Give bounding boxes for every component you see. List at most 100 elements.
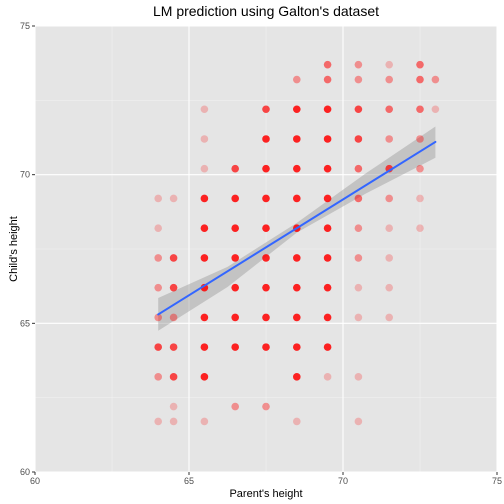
data-point bbox=[293, 105, 301, 114]
data-point bbox=[416, 105, 424, 114]
data-point bbox=[293, 417, 301, 426]
data-point bbox=[323, 164, 332, 173]
data-point bbox=[200, 194, 209, 203]
data-point bbox=[200, 254, 209, 262]
data-point bbox=[354, 164, 363, 173]
data-point bbox=[354, 417, 363, 426]
data-point bbox=[293, 343, 301, 351]
data-point bbox=[154, 283, 162, 292]
data-point bbox=[323, 60, 332, 69]
chart-title: LM prediction using Galton's dataset bbox=[153, 3, 379, 19]
data-point bbox=[354, 283, 363, 292]
data-point bbox=[416, 135, 424, 143]
data-point bbox=[200, 313, 209, 322]
data-point bbox=[262, 313, 270, 322]
data-point bbox=[169, 283, 178, 292]
data-point bbox=[385, 194, 394, 203]
data-point bbox=[354, 254, 363, 262]
data-point bbox=[262, 343, 270, 351]
data-point bbox=[323, 75, 332, 84]
y-tick-label: 75 bbox=[20, 21, 30, 31]
data-point bbox=[169, 194, 178, 203]
data-point bbox=[293, 254, 301, 262]
data-point bbox=[169, 373, 178, 381]
data-point bbox=[262, 105, 270, 114]
data-point bbox=[262, 402, 270, 411]
data-point bbox=[154, 194, 162, 203]
data-point bbox=[200, 164, 209, 173]
y-tick-label: 65 bbox=[20, 318, 30, 328]
data-point bbox=[262, 164, 270, 173]
data-point bbox=[354, 313, 363, 322]
data-point bbox=[154, 313, 162, 322]
data-point bbox=[293, 164, 301, 173]
data-point bbox=[354, 135, 363, 143]
major-gridlines bbox=[34, 25, 498, 473]
data-point bbox=[385, 105, 394, 114]
data-points bbox=[154, 60, 440, 426]
data-point bbox=[354, 224, 363, 232]
data-point bbox=[231, 402, 239, 411]
x-tick-label: 70 bbox=[338, 476, 348, 486]
data-point bbox=[154, 373, 162, 381]
data-point bbox=[385, 75, 394, 84]
data-point bbox=[431, 75, 440, 84]
data-point bbox=[169, 343, 178, 351]
x-tick-label: 60 bbox=[30, 476, 40, 486]
data-point bbox=[200, 417, 209, 426]
x-axis-title: Parent's height bbox=[229, 488, 302, 500]
data-point bbox=[200, 105, 209, 114]
data-point bbox=[416, 224, 424, 232]
data-point bbox=[169, 313, 178, 322]
data-point bbox=[169, 417, 178, 426]
data-point bbox=[262, 135, 270, 143]
data-point bbox=[293, 194, 301, 203]
data-point bbox=[323, 343, 332, 351]
data-point bbox=[323, 135, 332, 143]
data-point bbox=[431, 105, 440, 114]
y-axis-ticks: 60 65 70 75 bbox=[20, 21, 35, 477]
data-point bbox=[354, 194, 363, 203]
data-point bbox=[154, 254, 162, 262]
x-tick-label: 65 bbox=[184, 476, 194, 486]
data-point bbox=[354, 373, 363, 381]
data-point bbox=[323, 283, 332, 292]
data-point bbox=[169, 402, 178, 411]
data-point bbox=[323, 224, 332, 232]
data-point bbox=[416, 194, 424, 203]
data-point bbox=[262, 283, 270, 292]
data-point bbox=[231, 224, 239, 232]
data-point bbox=[169, 254, 178, 262]
y-tick-label: 70 bbox=[20, 170, 30, 180]
data-point bbox=[231, 313, 239, 322]
data-point bbox=[293, 75, 301, 84]
data-point bbox=[385, 283, 394, 292]
data-point bbox=[231, 283, 239, 292]
data-point bbox=[231, 164, 239, 173]
data-point bbox=[354, 60, 363, 69]
x-tick-label: 75 bbox=[492, 476, 502, 486]
data-point bbox=[231, 254, 239, 262]
data-point bbox=[323, 313, 332, 322]
data-point bbox=[385, 313, 394, 322]
data-point bbox=[262, 224, 270, 232]
data-point bbox=[293, 135, 301, 143]
data-point bbox=[385, 224, 394, 232]
y-tick-label: 60 bbox=[20, 467, 30, 477]
data-point bbox=[293, 283, 301, 292]
regression-line bbox=[157, 140, 437, 316]
minor-gridlines bbox=[35, 26, 497, 472]
fit-line-layer bbox=[157, 140, 437, 316]
data-point bbox=[323, 373, 332, 381]
data-point bbox=[200, 343, 209, 351]
data-point bbox=[416, 75, 424, 84]
data-point bbox=[354, 105, 363, 114]
data-point bbox=[231, 194, 239, 203]
data-point bbox=[154, 224, 162, 232]
y-axis-title: Child's height bbox=[8, 216, 20, 282]
data-point bbox=[200, 135, 209, 143]
data-point bbox=[385, 135, 394, 143]
data-point bbox=[262, 194, 270, 203]
data-point bbox=[416, 164, 424, 173]
